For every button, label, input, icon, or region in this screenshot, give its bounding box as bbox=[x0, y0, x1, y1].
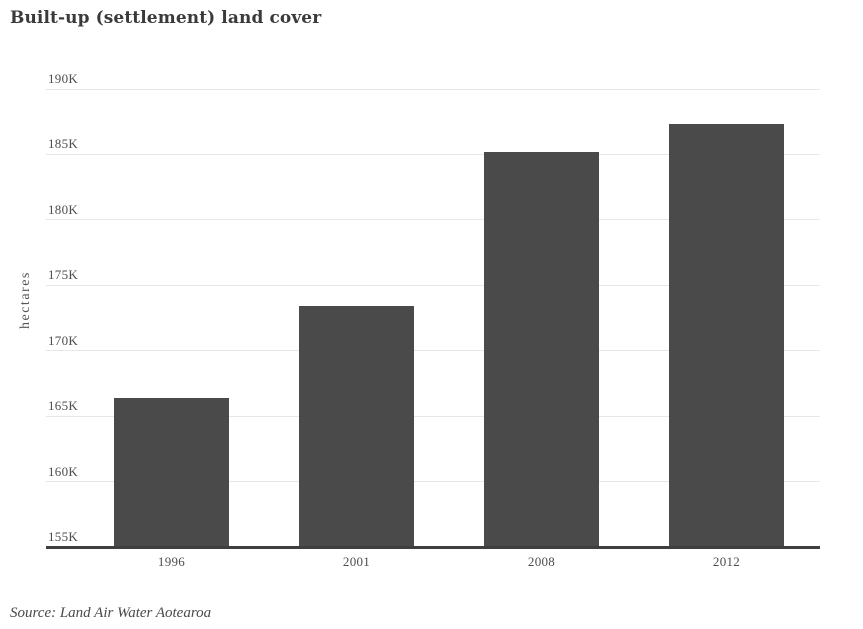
bar-1996[interactable] bbox=[114, 398, 229, 547]
x-tick-label-2012: 2012 bbox=[712, 554, 741, 569]
x-tick-label-2001: 2001 bbox=[342, 554, 371, 569]
y-tick-label-175k: 175K bbox=[48, 267, 79, 282]
y-tick-label-155k: 155K bbox=[48, 529, 79, 544]
gridline-165k bbox=[46, 416, 820, 417]
x-tick-label-2008: 2008 bbox=[527, 554, 556, 569]
chart-title: Built-up (settlement) land cover bbox=[10, 8, 322, 28]
gridline-160k bbox=[46, 481, 820, 482]
gridline-190k bbox=[46, 89, 820, 90]
gridline-170k bbox=[46, 350, 820, 351]
bar-2008[interactable] bbox=[484, 152, 599, 547]
y-tick-label-190k: 190K bbox=[48, 71, 79, 86]
source-credit: Source: Land Air Water Aotearoa bbox=[10, 605, 212, 621]
y-tick-label-170k: 170K bbox=[48, 333, 79, 348]
gridline-175k bbox=[46, 285, 820, 286]
gridline-185k bbox=[46, 154, 820, 155]
bar-2012[interactable] bbox=[669, 124, 784, 547]
x-axis-line bbox=[46, 546, 820, 549]
bar-2001[interactable] bbox=[299, 306, 414, 547]
y-tick-label-160k: 160K bbox=[48, 464, 79, 479]
y-tick-label-185k: 185K bbox=[48, 136, 79, 151]
x-tick-label-1996: 1996 bbox=[157, 554, 186, 569]
y-tick-label-165k: 165K bbox=[48, 398, 79, 413]
gridline-180k bbox=[46, 219, 820, 220]
y-tick-label-180k: 180K bbox=[48, 202, 79, 217]
